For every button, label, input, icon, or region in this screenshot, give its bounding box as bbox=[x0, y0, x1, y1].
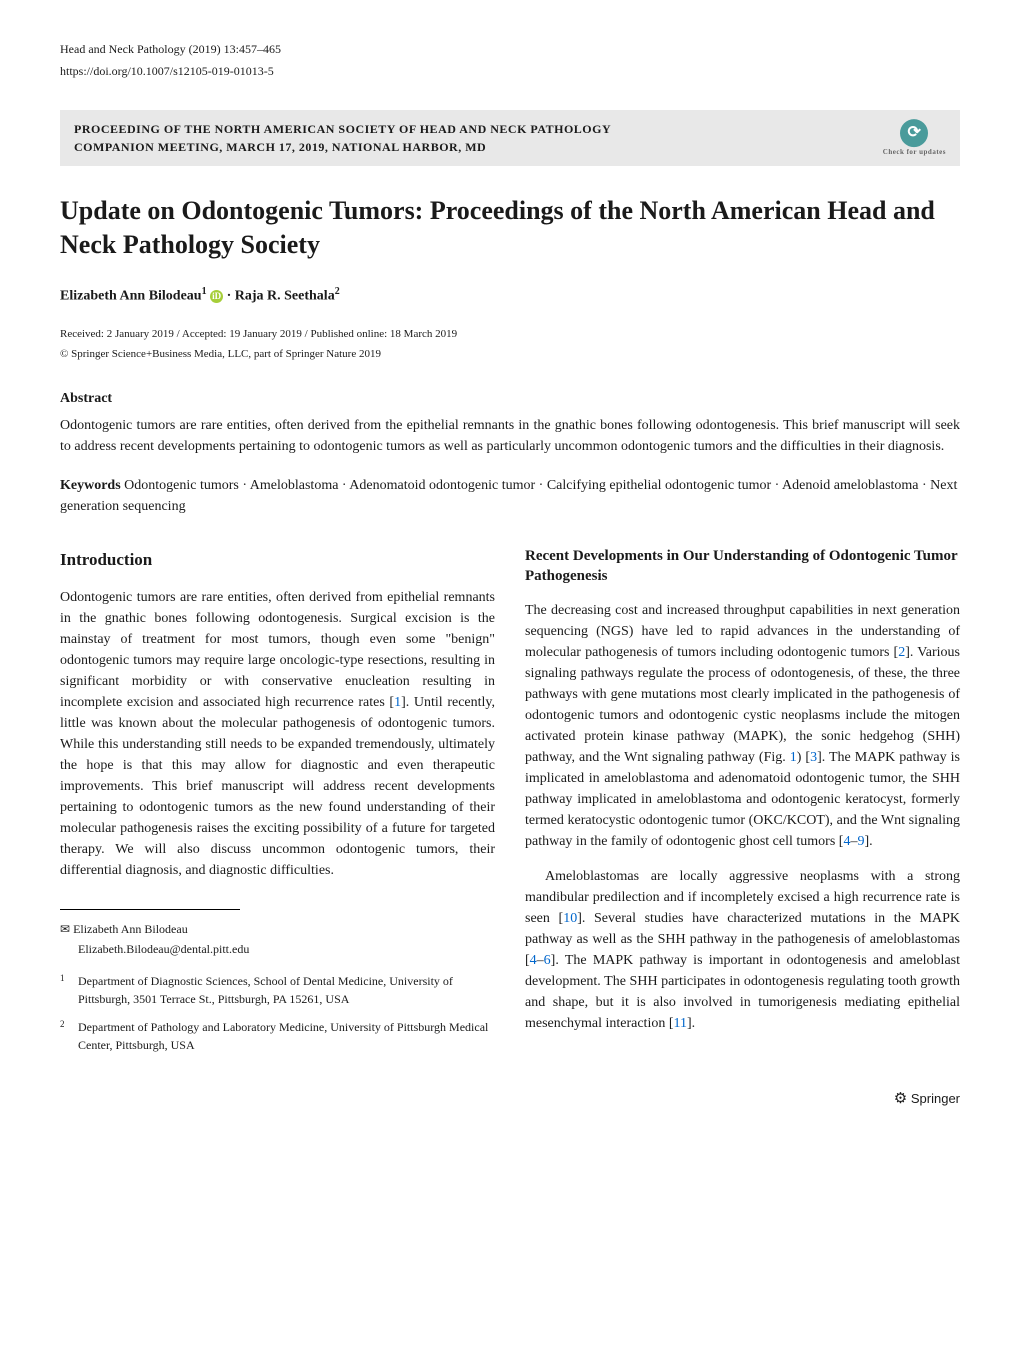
fig-1[interactable]: 1 bbox=[790, 750, 797, 765]
springer-icon: ⚙ bbox=[894, 1090, 907, 1107]
intro-text-a: Odontogenic tumors are rare entities, of… bbox=[60, 590, 495, 710]
springer-footer: ⚙ Springer bbox=[60, 1088, 960, 1111]
two-column-layout: Introduction Odontogenic tumors are rare… bbox=[60, 547, 960, 1064]
keywords-text: Odontogenic tumors · Ameloblastoma · Ade… bbox=[60, 478, 957, 514]
p2-d: ]. bbox=[687, 1016, 695, 1031]
abstract-heading: Abstract bbox=[60, 388, 960, 409]
author2: Raja R. Seethala bbox=[235, 288, 335, 303]
left-column: Introduction Odontogenic tumors are rare… bbox=[60, 547, 495, 1064]
article-title: Update on Odontogenic Tumors: Proceeding… bbox=[60, 194, 960, 262]
p1-c: ) [ bbox=[797, 750, 810, 765]
p1-e: ]. bbox=[864, 834, 872, 849]
author-sep: · bbox=[227, 288, 235, 303]
affiliation-2: 2 Department of Pathology and Laboratory… bbox=[60, 1018, 495, 1054]
corresp-email: Elizabeth.Bilodeau@dental.pitt.edu bbox=[78, 940, 495, 958]
intro-text-b: ]. Until recently, little was known abou… bbox=[60, 695, 495, 878]
subsection-heading: Recent Developments in Our Understanding… bbox=[525, 547, 960, 586]
affil1-num: 1 bbox=[60, 972, 78, 1008]
p1-a: The decreasing cost and increased throug… bbox=[525, 603, 960, 660]
springer-text: Springer bbox=[911, 1091, 960, 1106]
mail-icon: ✉ bbox=[60, 922, 70, 936]
proceeding-banner: PROCEEDING OF THE NORTH AMERICAN SOCIETY… bbox=[60, 110, 960, 166]
p2-c: ]. The MAPK pathway is important in odon… bbox=[525, 953, 960, 1031]
header-line: Head and Neck Pathology (2019) 13:457–46… bbox=[60, 40, 960, 58]
abstract-text: Odontogenic tumors are rare entities, of… bbox=[60, 415, 960, 457]
proceeding-line2: COMPANION MEETING, MARCH 17, 2019, NATIO… bbox=[74, 138, 946, 156]
author1-sup: 1 bbox=[202, 286, 207, 297]
author1: Elizabeth Ann Bilodeau bbox=[60, 288, 202, 303]
doi: https://doi.org/10.1007/s12105-019-01013… bbox=[60, 62, 960, 80]
intro-paragraph: Odontogenic tumors are rare entities, of… bbox=[60, 587, 495, 881]
affil1-text: Department of Diagnostic Sciences, Schoo… bbox=[78, 972, 495, 1008]
authors: Elizabeth Ann Bilodeau1 iD · Raja R. See… bbox=[60, 284, 960, 307]
cite-11[interactable]: 11 bbox=[674, 1016, 687, 1031]
copyright: © Springer Science+Business Media, LLC, … bbox=[60, 346, 960, 363]
cite-4b[interactable]: 4 bbox=[530, 953, 537, 968]
corresponding-author: ✉ Elizabeth Ann Bilodeau bbox=[60, 920, 495, 938]
right-p2: Ameloblastomas are locally aggressive ne… bbox=[525, 866, 960, 1034]
proceeding-line1: PROCEEDING OF THE NORTH AMERICAN SOCIETY… bbox=[74, 120, 946, 138]
p2-dash: – bbox=[537, 953, 544, 968]
intro-heading: Introduction bbox=[60, 547, 495, 573]
pub-dates: Received: 2 January 2019 / Accepted: 19 … bbox=[60, 326, 960, 343]
orcid-icon[interactable]: iD bbox=[210, 290, 223, 303]
divider bbox=[60, 909, 240, 910]
keywords-label: Keywords bbox=[60, 478, 121, 493]
affil2-num: 2 bbox=[60, 1018, 78, 1054]
cite-6[interactable]: 6 bbox=[544, 953, 551, 968]
right-p1: The decreasing cost and increased throug… bbox=[525, 600, 960, 852]
keywords: Keywords Odontogenic tumors · Ameloblast… bbox=[60, 475, 960, 517]
right-column: Recent Developments in Our Understanding… bbox=[525, 547, 960, 1064]
journal-ref: Head and Neck Pathology (2019) 13:457–46… bbox=[60, 40, 281, 58]
affil2-text: Department of Pathology and Laboratory M… bbox=[78, 1018, 495, 1054]
check-icon: ⟳ bbox=[900, 119, 928, 147]
affiliation-1: 1 Department of Diagnostic Sciences, Sch… bbox=[60, 972, 495, 1008]
corresp-name: Elizabeth Ann Bilodeau bbox=[70, 922, 188, 936]
check-label: Check for updates bbox=[883, 149, 946, 157]
cite-10[interactable]: 10 bbox=[563, 911, 577, 926]
check-updates-badge[interactable]: ⟳ Check for updates bbox=[883, 119, 946, 157]
author2-sup: 2 bbox=[335, 286, 340, 297]
p1-b: ]. Various signaling pathways regulate t… bbox=[525, 645, 960, 765]
